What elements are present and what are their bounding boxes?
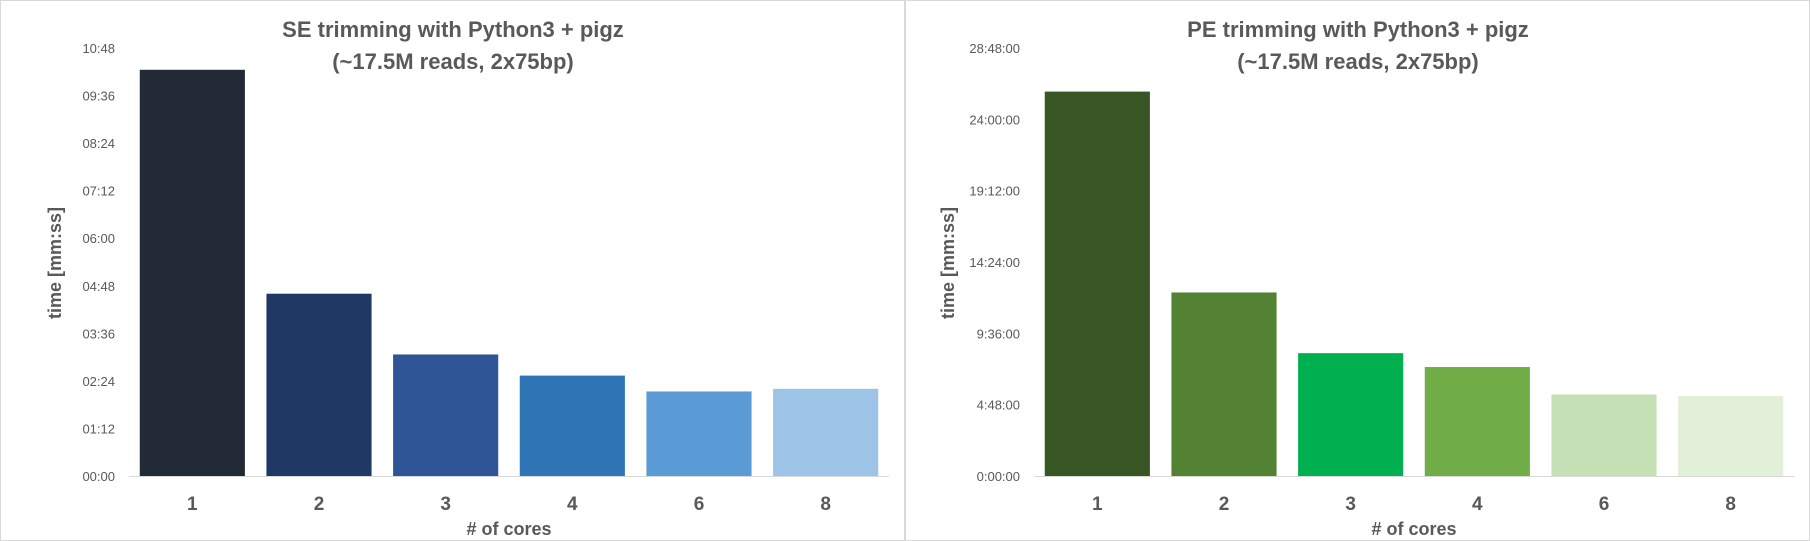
y-tick-label: 01:12 xyxy=(82,421,115,436)
y-tick-label: 04:48 xyxy=(82,279,115,294)
x-tick-label: 6 xyxy=(1599,494,1610,515)
bar-1 xyxy=(139,69,245,476)
y-tick-label: 03:36 xyxy=(82,326,115,341)
x-tick-label: 2 xyxy=(314,494,325,515)
y-axis-label: time [mm:ss] xyxy=(45,207,65,319)
y-tick-label: 00:00 xyxy=(82,469,115,484)
bar-8 xyxy=(1678,395,1784,476)
y-tick-label: 4:48:00 xyxy=(977,398,1020,413)
chart-title-line-1: PE trimming with Python3 + pigz xyxy=(1187,17,1529,42)
x-tick-label: 8 xyxy=(1725,494,1736,515)
y-tick-label: 14:24:00 xyxy=(969,255,1020,270)
y-tick-label: 0:00:00 xyxy=(977,469,1020,484)
y-tick-label: 19:12:00 xyxy=(969,184,1020,199)
y-tick-label: 9:36:00 xyxy=(977,326,1020,341)
bar-8 xyxy=(773,388,879,476)
x-tick-label: 2 xyxy=(1219,494,1230,515)
bar-1 xyxy=(1044,91,1150,476)
y-tick-label: 10:48 xyxy=(82,41,115,56)
x-tick-label: 4 xyxy=(567,494,578,515)
y-axis-label: time [mm:ss] xyxy=(938,207,958,319)
bar-4 xyxy=(519,375,625,476)
x-axis-label: # of cores xyxy=(1371,519,1456,539)
y-tick-label: 02:24 xyxy=(82,374,115,389)
chart-title-line-2: (~17.5M reads, 2x75bp) xyxy=(332,49,574,74)
se-chart-panel: SE trimming with Python3 + pigz (~17.5M r… xyxy=(0,0,905,541)
x-tick-label: 8 xyxy=(820,494,831,515)
bar-3 xyxy=(393,354,499,476)
bar-2 xyxy=(266,293,372,476)
y-tick-label: 28:48:00 xyxy=(969,41,1020,56)
chart-title-line-2: (~17.5M reads, 2x75bp) xyxy=(1237,49,1479,74)
x-tick-label: 3 xyxy=(440,494,451,515)
bar-3 xyxy=(1298,353,1404,476)
se-trimming-chart: SE trimming with Python3 + pigz (~17.5M r… xyxy=(45,17,889,539)
x-tick-label: 6 xyxy=(694,494,705,515)
y-tick-label: 07:12 xyxy=(82,184,115,199)
y-tick-label: 24:00:00 xyxy=(969,112,1020,127)
bar-2 xyxy=(1171,292,1277,476)
x-axis-label: # of cores xyxy=(466,519,551,539)
bar-4 xyxy=(1424,367,1530,476)
x-tick-label: 1 xyxy=(187,494,198,515)
chart-title-line-1: SE trimming with Python3 + pigz xyxy=(282,17,624,42)
y-tick-label: 08:24 xyxy=(82,136,115,151)
y-tick-label: 06:00 xyxy=(82,231,115,246)
x-tick-label: 4 xyxy=(1472,494,1483,515)
pe-trimming-chart: PE trimming with Python3 + pigz (~17.5M r… xyxy=(938,17,1794,539)
bar-6 xyxy=(646,391,752,476)
pe-chart-panel: PE trimming with Python3 + pigz (~17.5M r… xyxy=(905,0,1810,541)
bar-6 xyxy=(1551,394,1657,476)
x-tick-label: 1 xyxy=(1092,494,1103,515)
y-tick-label: 09:36 xyxy=(82,89,115,104)
x-tick-label: 3 xyxy=(1345,494,1356,515)
